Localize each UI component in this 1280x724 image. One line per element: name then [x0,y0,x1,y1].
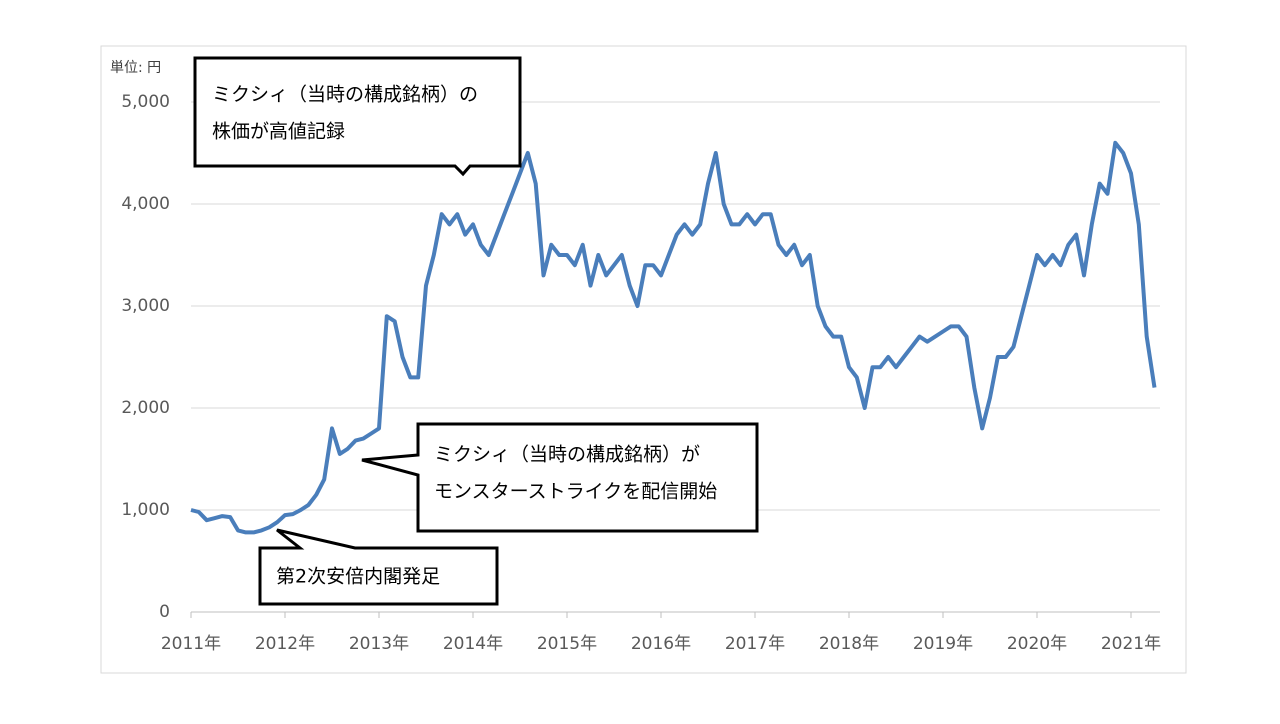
callout-text: ミクシィ（当時の構成銘柄）の [212,84,478,106]
callout-text: 第2次安倍内閣発足 [276,566,440,588]
x-tick-label: 2019年 [913,634,973,654]
y-tick-label: 2,000 [121,398,170,418]
y-tick-label: 3,000 [121,296,170,316]
x-tick-label: 2017年 [725,634,785,654]
y-tick-label: 5,000 [121,92,170,112]
y-tick-label: 0 [159,602,170,622]
x-tick-label: 2014年 [443,634,503,654]
callout-box [361,422,759,533]
x-tick-label: 2018年 [819,634,879,654]
callout-text: モンスターストライクを配信開始 [434,481,717,503]
callout-box [258,528,499,606]
x-tick-label: 2021年 [1101,634,1161,654]
price-line [190,140,1157,535]
plot-area: 0 1,000 2,000 3,000 4,000 5,000 2011年 2012年 2013… [121,92,1161,654]
x-tick-label: 2016年 [631,634,691,654]
callout-box [193,56,522,177]
x-tick-label: 2012年 [255,634,315,654]
callout-text: ミクシィ（当時の構成銘柄）が [434,444,700,466]
y-tick-label: 1,000 [121,500,170,520]
x-tick-label: 2013年 [349,634,409,654]
x-tick-label: 2011年 [161,634,221,654]
x-tick-label: 2020年 [1007,634,1067,654]
callout-text: 株価が高値記録 [212,121,345,143]
x-tick-label: 2015年 [537,634,597,654]
y-tick-label: 4,000 [121,194,170,214]
unit-label: 単位: 円 [110,60,161,76]
